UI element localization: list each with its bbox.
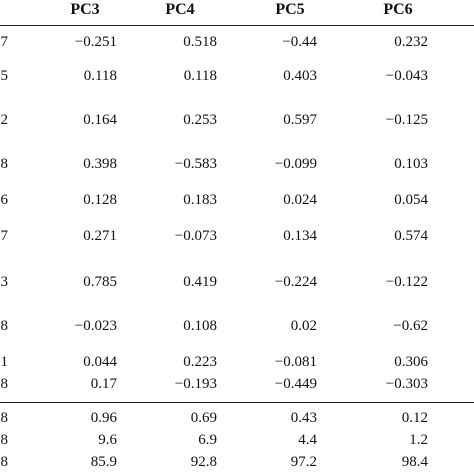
column-header: PC3 [70,1,100,18]
table-cell: 0.403 [283,68,317,84]
table-cell: 0.054 [394,192,428,208]
table-cell: −0.449 [274,376,317,392]
table-cell: 1 [0,354,9,370]
table-cell: −0.081 [274,354,317,370]
table-cell: 0.597 [283,112,317,128]
table-cell: −0.099 [274,156,317,172]
summary-cell: 6.9 [198,432,217,448]
table-cell: 0.164 [83,112,117,128]
table-cell: −0.073 [174,228,217,244]
summary-cell: 0.43 [290,410,317,426]
table-cell: 0.118 [183,68,217,84]
summary-cell: 92.8 [190,454,217,470]
table-cell: 0.232 [394,34,428,50]
table-cell: 8 [0,318,9,334]
summary-cell: 8 [0,432,9,448]
table-cell: −0.023 [74,318,117,334]
summary-cell: 98.4 [401,454,428,470]
table-cell: 0.398 [83,156,117,172]
table-cell: 8 [0,156,9,172]
table-cell: 0.518 [183,34,217,50]
summary-cell: 97.2 [290,454,317,470]
table-cell: 0.785 [83,274,117,290]
table-cell: 0.419 [183,274,217,290]
summary-cell: 1.2 [409,432,428,448]
summary-cell: 85.9 [90,454,117,470]
table-cell: 5 [0,68,9,84]
summary-cell: 4.4 [298,432,317,448]
table-cell: 2 [0,112,9,128]
column-header: PC5 [275,1,305,18]
table-cell: 6 [0,192,9,208]
table-cell: −0.043 [385,68,428,84]
summary-cell: 8 [0,454,9,470]
header-rule [0,25,474,26]
table-cell: 7 [0,228,9,244]
summary-rule [0,402,474,403]
table-cell: 0.02 [290,318,317,334]
table-cell: 0.253 [183,112,217,128]
table-cell: −0.251 [74,34,117,50]
table-cell: 0.024 [283,192,317,208]
table-cell: 8 [0,376,9,392]
table-cell: 3 [0,274,9,290]
summary-cell: 0.12 [401,410,428,426]
table-cell: −0.62 [393,318,428,334]
table-cell: 0.044 [83,354,117,370]
column-header: PC6 [383,1,413,18]
table-cell: 0.108 [183,318,217,334]
summary-cell: 0.69 [190,410,217,426]
table-cell: 0.128 [83,192,117,208]
summary-cell: 0.96 [90,410,117,426]
table-cell: 0.306 [394,354,428,370]
table-cell: −0.583 [174,156,217,172]
table-cell: 0.223 [183,354,217,370]
column-header: PC4 [165,1,195,18]
table-cell: 0.574 [394,228,428,244]
table-cell: 0.271 [83,228,117,244]
table-cell: 0.103 [394,156,428,172]
table-cell: −0.125 [385,112,428,128]
summary-cell: 9.6 [98,432,117,448]
summary-cell: 8 [0,410,9,426]
table-cell: 0.183 [183,192,217,208]
table-cell: −0.44 [282,34,317,50]
table-cell: 7 [0,34,9,50]
table-cell: 0.134 [283,228,317,244]
table-cell: −0.193 [174,376,217,392]
table-cell: 0.17 [90,376,117,392]
table-cell: −0.122 [385,274,428,290]
table-cell: −0.224 [274,274,317,290]
table-cell: −0.303 [385,376,428,392]
table-cell: 0.118 [83,68,117,84]
